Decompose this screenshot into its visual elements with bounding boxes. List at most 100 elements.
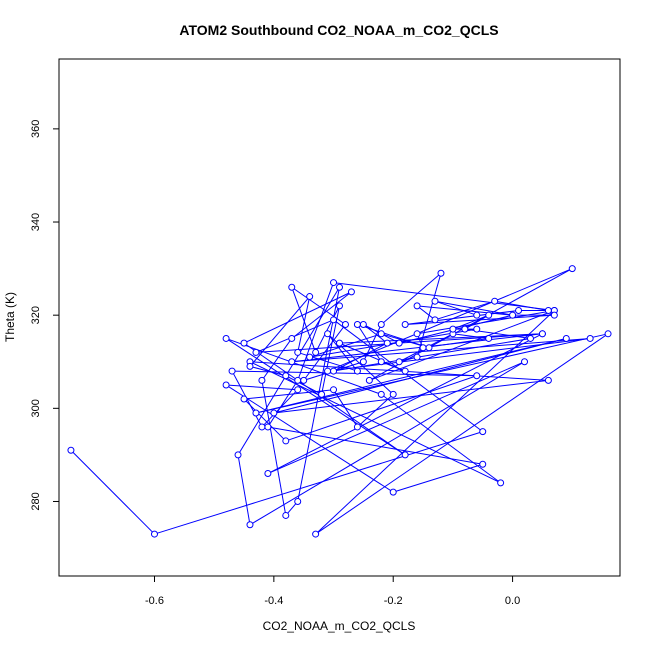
data-point — [294, 348, 302, 356]
series-line-segment — [381, 361, 406, 372]
x-axis: -0.6 -0.4 -0.2 0.0 — [145, 575, 520, 607]
data-point — [246, 362, 254, 370]
data-point — [330, 279, 338, 287]
data-point — [306, 293, 314, 301]
data-point — [294, 386, 302, 394]
series-line-segment — [494, 300, 549, 312]
data-point — [353, 423, 361, 431]
x-tick-label: 0.0 — [505, 595, 520, 607]
series-points — [67, 265, 612, 538]
data-point — [312, 530, 320, 538]
data-point — [252, 348, 260, 356]
data-point — [377, 330, 385, 338]
data-point — [431, 316, 439, 324]
data-point — [473, 311, 481, 319]
data-point — [324, 330, 332, 338]
data-point — [515, 307, 523, 315]
series-line-segment — [333, 389, 358, 428]
series-line-segment — [333, 337, 531, 372]
series-line-segment — [243, 291, 352, 344]
data-point — [222, 334, 230, 342]
series-line-segment — [261, 380, 287, 516]
series-line-segment — [357, 393, 394, 428]
data-point — [246, 521, 254, 529]
y-tick-label: 280 — [30, 492, 42, 510]
series-line-segment — [225, 338, 406, 456]
series-line-segment — [154, 431, 483, 535]
data-point — [359, 358, 367, 366]
data-point — [449, 325, 457, 333]
series-line-segment — [267, 380, 299, 428]
data-point — [282, 437, 290, 445]
series-line-segment — [291, 333, 543, 363]
series-line-segment — [225, 337, 382, 395]
series-line-segment — [333, 342, 388, 372]
series-line-segment — [225, 384, 394, 493]
data-point — [473, 372, 481, 380]
data-point — [431, 297, 439, 305]
data-point — [270, 409, 278, 417]
data-point — [306, 353, 314, 361]
data-point — [252, 409, 260, 417]
data-point — [228, 367, 236, 375]
series-line-segment — [255, 337, 567, 414]
data-point — [544, 307, 552, 315]
data-point — [562, 334, 570, 342]
series-line-segment — [315, 333, 609, 535]
series-line-segment — [243, 398, 287, 442]
data-point — [521, 358, 529, 366]
data-point — [544, 376, 552, 384]
data-point — [258, 376, 266, 384]
y-tick-label: 320 — [30, 306, 42, 324]
data-point — [258, 423, 266, 431]
series-line-segment — [464, 314, 489, 330]
data-point — [413, 302, 421, 310]
data-point — [473, 325, 481, 333]
series-line-segment — [249, 361, 549, 381]
data-point — [377, 320, 385, 328]
data-point — [461, 325, 469, 333]
data-point — [264, 423, 272, 431]
series-line-segment — [285, 375, 322, 395]
data-point — [330, 386, 338, 394]
series-line-segment — [434, 300, 477, 316]
data-point — [550, 311, 558, 319]
data-point — [312, 348, 320, 356]
data-point — [413, 353, 421, 361]
data-point — [604, 330, 612, 338]
series-line-segment — [309, 333, 382, 358]
data-point — [282, 511, 290, 519]
data-point — [330, 316, 338, 324]
x-axis-label: CO2_NOAA_m_CO2_QCLS — [263, 619, 416, 633]
x-tick-label: -0.2 — [384, 595, 403, 607]
series-line-segment — [273, 379, 549, 414]
data-point — [401, 451, 409, 459]
y-axis-label: Theta (K) — [3, 292, 17, 342]
series-line-segment — [309, 328, 477, 358]
y-tick-label: 300 — [30, 399, 42, 417]
series-line-segment — [363, 324, 388, 344]
series-line-segment — [452, 314, 489, 330]
series-line-segment — [327, 268, 573, 372]
series-line-segment — [70, 449, 155, 535]
data-point — [353, 320, 361, 328]
series-line-segment — [434, 300, 513, 316]
data-point — [300, 376, 308, 384]
data-point — [526, 334, 534, 342]
series-line-segment — [267, 361, 525, 474]
data-point — [150, 530, 158, 538]
y-axis: 280 300 320 340 360 — [30, 120, 60, 511]
data-point — [389, 390, 397, 398]
data-point — [240, 395, 248, 403]
series-line-segment — [232, 370, 477, 377]
data-point — [330, 367, 338, 375]
data-point — [401, 367, 409, 375]
series-line-segment — [356, 324, 382, 363]
data-point — [234, 451, 242, 459]
data-point — [383, 339, 391, 347]
series-line-segment — [249, 365, 286, 377]
data-point — [425, 344, 433, 352]
y-tick-label: 360 — [30, 120, 42, 138]
data-point — [509, 311, 517, 319]
series-line-segment — [315, 305, 340, 353]
